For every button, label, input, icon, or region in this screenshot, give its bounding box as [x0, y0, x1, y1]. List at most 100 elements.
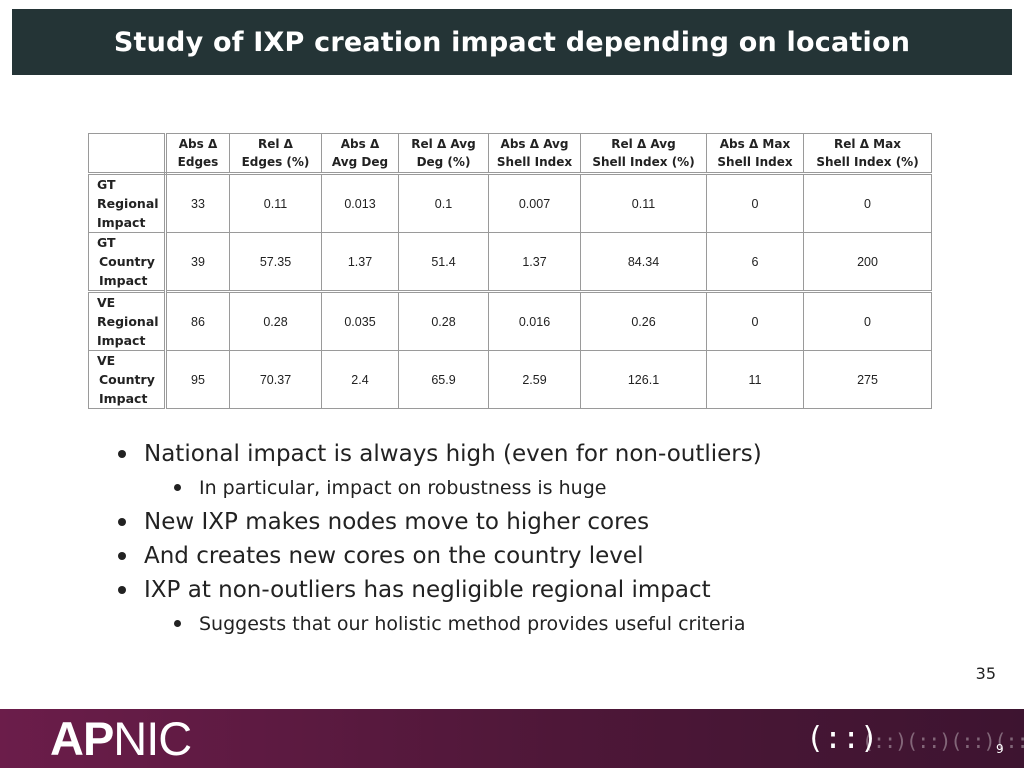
table-row: VE Country Impact 95 70.37 2.4 65.9 2.59 126.1 11…: [88, 350, 932, 409]
column-header-line: Shell Index: [496, 155, 573, 169]
bullet-dot-icon: [174, 620, 181, 627]
table-cell: 57.35: [229, 232, 322, 292]
sub-bullet-item: Suggests that our holistic method provid…: [116, 607, 996, 641]
table-cell: 0: [706, 290, 804, 351]
bullet-dot-icon: [118, 518, 126, 526]
table-cell: 70.37: [229, 350, 322, 409]
table-row: GT Country Impact 39 57.35 1.37 51.4 1.37 84.34 6…: [88, 232, 932, 292]
table-cell: 275: [803, 350, 932, 409]
table-cell: 65.9: [398, 350, 489, 409]
table-cell: 6: [706, 232, 804, 292]
column-header: Rel Δ Max Shell Index (%): [803, 133, 932, 175]
row-label-line: Regional: [97, 314, 159, 329]
results-table: Abs Δ Edges Rel Δ Edges (%) Abs Δ Avg Deg Rel …: [88, 133, 932, 409]
table-cell: 95: [165, 350, 230, 409]
org-logo-trail: (::)(::)(::)(::): [862, 729, 1024, 753]
column-header: Rel Δ Avg Deg (%): [398, 133, 489, 175]
title-bar: Study of IXP creation impact depending o…: [12, 9, 1012, 75]
table-cell: 0.28: [398, 290, 489, 351]
row-label-line: Impact: [97, 333, 146, 348]
table-cell: 0.016: [488, 290, 581, 351]
row-label-line: Impact: [99, 391, 148, 406]
row-label: GT Country Impact: [88, 232, 167, 292]
table-cell: 1.37: [321, 232, 399, 292]
column-header-line: Shell Index: [717, 155, 793, 169]
row-label: VE Regional Impact: [88, 290, 167, 351]
table-cell: 0: [803, 173, 932, 233]
bullet-text: In particular, impact on robustness is h…: [199, 477, 607, 499]
table-cell: 0.007: [488, 173, 581, 233]
column-header-line: Edges (%): [241, 155, 310, 169]
slide-title: Study of IXP creation impact depending o…: [113, 26, 911, 58]
column-header-line: Abs Δ Avg: [500, 137, 569, 151]
table-cell: 126.1: [580, 350, 707, 409]
row-label-line: Impact: [97, 215, 146, 230]
column-header: Rel Δ Edges (%): [229, 133, 322, 175]
table-cell: 86: [165, 290, 230, 351]
sub-bullet-item: In particular, impact on robustness is h…: [116, 471, 996, 505]
row-label-line: Impact: [99, 273, 148, 288]
row-label-line: Regional: [97, 196, 159, 211]
row-label: VE Country Impact: [88, 350, 167, 409]
bullet-text: New IXP makes nodes move to higher cores: [144, 509, 650, 535]
table-cell: 1.37: [488, 232, 581, 292]
table-cell: 0.11: [229, 173, 322, 233]
table-cell: 51.4: [398, 232, 489, 292]
table-cell: 39: [165, 232, 230, 292]
column-header: Abs Δ Edges: [165, 133, 230, 175]
bullet-text: IXP at non-outliers has negligible regio…: [144, 577, 711, 603]
table-cell: 0.26: [580, 290, 707, 351]
row-label-line: GT: [97, 177, 116, 192]
page-number: 35: [975, 664, 996, 683]
bullet-item: And creates new cores on the country lev…: [116, 539, 996, 573]
table-cell: 2.4: [321, 350, 399, 409]
table-row: GT Regional Impact 33 0.11 0.013 0.1 0.007 0.11 0…: [88, 173, 932, 233]
apnic-logo-ap: AP: [50, 712, 114, 765]
table-cell: 0: [803, 290, 932, 351]
footer-bar: APNIC (::) (::)(::)(::)(::) 9: [0, 709, 1024, 768]
bullet-dot-icon: [118, 552, 126, 560]
table-cell: 0.013: [321, 173, 399, 233]
column-header-line: Rel Δ: [258, 137, 293, 151]
table-cell: 2.59: [488, 350, 581, 409]
table-cell: 0.1: [398, 173, 489, 233]
row-label-line: Country: [99, 372, 155, 387]
column-header-line: Rel Δ Max: [834, 137, 901, 151]
column-header-line: Rel Δ Avg: [411, 137, 476, 151]
column-header-line: Shell Index (%): [592, 155, 695, 169]
row-label-line: Country: [99, 254, 155, 269]
column-header-line: Abs Δ Max: [719, 137, 791, 151]
bullet-dot-icon: [118, 586, 126, 594]
bullet-item: New IXP makes nodes move to higher cores: [116, 505, 996, 539]
column-header-line: Rel Δ Avg: [611, 137, 676, 151]
table-cell: 84.34: [580, 232, 707, 292]
bullet-item: IXP at non-outliers has negligible regio…: [116, 573, 996, 607]
row-label-line: GT: [97, 235, 116, 250]
column-header: Abs Δ Avg Deg: [321, 133, 399, 175]
bullet-item: National impact is always high (even for…: [116, 437, 996, 471]
table-cell: 33: [165, 173, 230, 233]
table-header-row: Abs Δ Edges Rel Δ Edges (%) Abs Δ Avg Deg Rel …: [88, 133, 932, 175]
table-cell: 0.11: [580, 173, 707, 233]
bullet-text: And creates new cores on the country lev…: [144, 543, 644, 569]
apnic-logo-nic: NIC: [113, 712, 192, 765]
table-cell: 11: [706, 350, 804, 409]
column-header-line: Avg Deg: [331, 155, 389, 169]
table-cell: 200: [803, 232, 932, 292]
column-header-line: Abs Δ: [178, 137, 218, 151]
row-label-line: VE: [97, 295, 116, 310]
apnic-logo: APNIC: [50, 715, 192, 762]
column-header-line: Edges: [177, 155, 219, 169]
org-logo: (::): [806, 721, 879, 756]
column-header-line: Shell Index (%): [816, 155, 919, 169]
table-corner-cell: [88, 133, 167, 175]
column-header-line: Abs Δ: [340, 137, 380, 151]
table-row: VE Regional Impact 86 0.28 0.035 0.28 0.016 0.26…: [88, 290, 932, 351]
column-header: Abs Δ Max Shell Index: [706, 133, 804, 175]
table-cell: 0: [706, 173, 804, 233]
row-label: GT Regional Impact: [88, 173, 167, 233]
bullet-dot-icon: [118, 450, 126, 458]
bullet-dot-icon: [174, 484, 181, 491]
footer-page-number: 9: [996, 742, 1004, 756]
table-cell: 0.28: [229, 290, 322, 351]
